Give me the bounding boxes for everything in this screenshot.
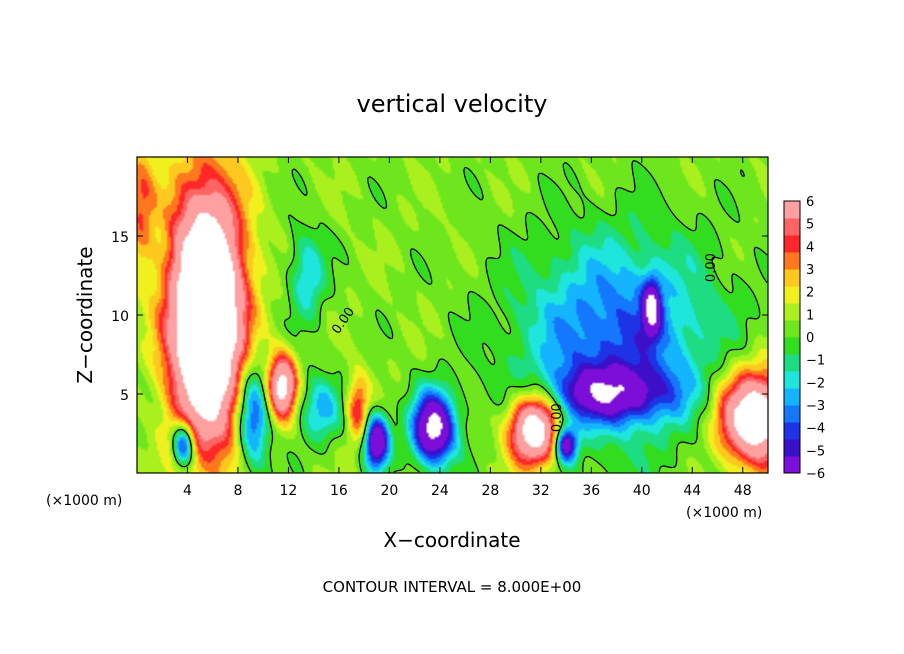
contour-label-2: 0.00 [550, 403, 565, 432]
zero-contour-line [172, 160, 768, 473]
colorbar-ticks: 6 5 4 3 2 1 0 −1 −2 −3 −4 −5 −6 [806, 195, 825, 482]
y-axis-ticks: 5 10 15 [111, 230, 768, 404]
colorbar-tick-label-9: −3 [806, 399, 825, 414]
x-tick-label-4: 20 [380, 483, 398, 499]
colorbar-cell-8 [784, 320, 800, 338]
y-tick-label-0: 5 [120, 388, 129, 404]
x-tick-label-1: 8 [233, 483, 242, 499]
contour-label-0: 0.00 [704, 253, 719, 282]
x-tick-label-8: 36 [582, 483, 600, 499]
velocity-heatmap [137, 157, 768, 473]
colorbar-cell-9 [784, 303, 800, 321]
colorbar-cell-10 [784, 286, 800, 304]
colorbar-cell-4 [784, 388, 800, 406]
colorbar-cells [784, 201, 800, 474]
colorbar-cell-2 [784, 422, 800, 440]
colorbar-tick-label-0: 6 [806, 195, 814, 210]
colorbar-tick-label-3: 3 [806, 263, 814, 278]
colorbar-cell-11 [784, 269, 800, 287]
colorbar-cell-1 [784, 439, 800, 457]
colorbar-cell-14 [784, 218, 800, 236]
colorbar-tick-label-12: −6 [806, 467, 825, 482]
colorbar-cell-5 [784, 371, 800, 389]
x-tick-label-7: 32 [532, 483, 550, 499]
x-tick-label-11: 48 [734, 483, 752, 499]
y-axis-label: Z−coordinate [73, 246, 97, 383]
colorbar-tick-label-11: −5 [806, 444, 825, 459]
x-tick-label-5: 24 [431, 483, 449, 499]
colorbar-tick-label-8: −2 [806, 376, 825, 391]
colorbar-cell-7 [784, 337, 800, 355]
colorbar-tick-label-6: 0 [806, 331, 814, 346]
colorbar-cell-0 [784, 456, 800, 474]
colorbar-tick-label-10: −4 [806, 422, 825, 437]
colorbar-cell-12 [784, 252, 800, 270]
x-axis-label: X−coordinate [383, 528, 520, 552]
x-axis-ticks: 4 8 12 16 20 24 28 32 36 40 44 48 [183, 157, 752, 499]
colorbar-tick-label-5: 1 [806, 308, 814, 323]
colorbar-tick-label-2: 4 [806, 240, 814, 255]
contour-interval-note: CONTOUR INTERVAL = 8.000E+00 [323, 578, 582, 596]
x-tick-label-3: 16 [330, 483, 348, 499]
colorbar: 6 5 4 3 2 1 0 −1 −2 −3 −4 −5 −6 [783, 195, 825, 482]
x-unit-label-right: (×1000 m) [686, 505, 762, 521]
x-tick-label-0: 4 [183, 483, 192, 499]
colorbar-cell-6 [784, 354, 800, 372]
contour-lines: 0.000.000.00 [172, 160, 768, 473]
x-tick-label-6: 28 [481, 483, 499, 499]
colorbar-cell-13 [784, 235, 800, 253]
chart-title: vertical velocity [357, 90, 548, 118]
colorbar-tick-label-7: −1 [806, 354, 825, 369]
colorbar-cell-3 [784, 405, 800, 423]
y-tick-label-1: 10 [111, 309, 129, 325]
colorbar-tick-label-1: 5 [806, 218, 814, 233]
x-unit-label-left: (×1000 m) [46, 493, 122, 509]
x-tick-label-9: 40 [633, 483, 651, 499]
x-tick-label-2: 12 [280, 483, 298, 499]
colorbar-cell-15 [784, 201, 800, 219]
colorbar-frame [783, 200, 801, 474]
colorbar-tick-label-4: 2 [806, 286, 814, 301]
y-tick-label-2: 15 [111, 230, 129, 246]
x-tick-label-10: 44 [683, 483, 701, 499]
plot-area: 0.000.000.00 4 8 12 16 20 24 28 32 36 40 44 48 5101… [111, 156, 769, 499]
